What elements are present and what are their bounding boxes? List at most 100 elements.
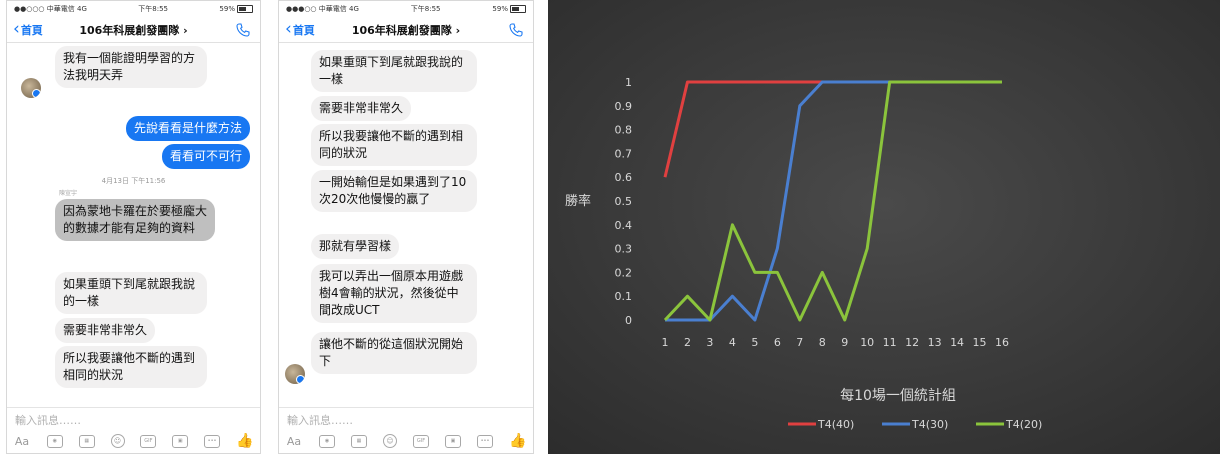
status-bar: ●●○○○ 中華電信 4G 下午8:55 59%: [7, 1, 260, 17]
y-tick-label: 0.4: [615, 219, 633, 232]
phone-call-icon[interactable]: [508, 22, 524, 38]
more-icon[interactable]: •••: [204, 434, 221, 448]
battery-icon: [236, 5, 253, 13]
carrier-text: ●●○○○ 中華電信 4G: [14, 5, 87, 13]
photo-icon[interactable]: ▦: [78, 434, 95, 448]
y-tick-label: 0.8: [615, 124, 633, 137]
message-text: 我有一個能證明學習的方法我明天弄: [55, 46, 207, 88]
message-bubble[interactable]: 所以我要讓他不斷的遇到相同的狀況: [311, 124, 477, 166]
camera-icon[interactable]: ◉: [319, 434, 335, 448]
x-tick-label: 6: [774, 336, 781, 349]
more-icon[interactable]: •••: [477, 434, 493, 448]
back-button[interactable]: ‹ 首頁: [7, 21, 43, 38]
sticker-icon[interactable]: ▣: [445, 434, 461, 448]
message-bubble[interactable]: 需要非常非常久: [311, 96, 412, 121]
clock-text: 下午8:55: [138, 5, 169, 13]
battery-indicator: 59%: [219, 5, 253, 13]
avatar[interactable]: [285, 364, 305, 384]
message-text: 如果重頭下到尾就跟我說的一樣: [55, 272, 207, 314]
like-icon[interactable]: 👍: [509, 433, 527, 449]
message-bubble[interactable]: 那就有學習樣: [311, 234, 400, 259]
message-list[interactable]: 我有一個能證明學習的方法我明天弄 先說看看是什麼方法 看看可不可行 4月13日 …: [7, 44, 260, 405]
y-tick-label: 0.9: [615, 100, 633, 113]
legend-label: T4(30): [911, 418, 948, 431]
message-text: 讓他不斷的從這個狀況開始下: [311, 332, 477, 374]
like-icon[interactable]: 👍: [236, 433, 254, 449]
chat-screenshot-right: ●●●○○ 中華電信 4G 下午8:55 59% ‹ 首頁 106年科展創發團隊…: [278, 0, 534, 454]
x-tick-label: 11: [883, 336, 897, 349]
message-bubble[interactable]: 一開始輸但是如果遇到了10次20次他慢慢的贏了: [311, 170, 477, 212]
message-bubble-outgoing[interactable]: 先說看看是什麼方法: [125, 116, 250, 141]
sender-name: 陳宣宇: [59, 190, 78, 197]
x-tick-label: 1: [662, 336, 669, 349]
battery-text: 59%: [492, 5, 508, 13]
message-text: 如果重頭下到尾就跟我說的一樣: [311, 50, 477, 92]
message-timestamp: 4月13日 下午11:56: [101, 177, 166, 185]
x-tick-label: 15: [973, 336, 987, 349]
chat-title[interactable]: 106年科展創發團隊 ›: [79, 23, 188, 37]
legend-label: T4(40): [817, 418, 854, 431]
message-bubble[interactable]: 所以我要讓他不斷的遇到相同的狀況: [55, 346, 207, 388]
message-text: 需要非常非常久: [55, 318, 156, 343]
y-tick-label: 1: [625, 76, 632, 89]
gif-button[interactable]: GIF: [140, 434, 157, 448]
x-tick-label: 14: [950, 336, 964, 349]
emoji-icon[interactable]: ☺: [383, 434, 397, 448]
x-tick-label: 10: [860, 336, 874, 349]
composer-toolbar: Aa ◉ ▦ ☺ GIF ▣ ••• 👍: [279, 429, 533, 453]
battery-indicator: 59%: [492, 5, 526, 13]
y-tick-label: 0.5: [615, 195, 633, 208]
y-tick-label: 0: [625, 314, 632, 327]
x-tick-label: 13: [928, 336, 942, 349]
x-tick-label: 7: [796, 336, 803, 349]
x-axis-label: 每10場一個統計組: [840, 388, 956, 404]
x-tick-label: 5: [751, 336, 758, 349]
gif-button[interactable]: GIF: [413, 434, 429, 448]
phone-call-icon[interactable]: [235, 22, 251, 38]
avatar[interactable]: [21, 78, 41, 98]
clock-text: 下午8:55: [410, 5, 441, 13]
composer-toolbar: Aa ◉ ▦ ☺ GIF ▣ ••• 👍: [7, 429, 260, 453]
x-tick-label: 16: [995, 336, 1009, 349]
photo-icon[interactable]: ▦: [351, 434, 367, 448]
series-line-t420: [663, 80, 1002, 322]
chat-header: ‹ 首頁 106年科展創發團隊 ›: [7, 17, 260, 43]
message-bubble[interactable]: 讓他不斷的從這個狀況開始下: [311, 332, 477, 374]
message-input[interactable]: 輸入訊息……: [7, 407, 260, 429]
y-tick-label: 0.6: [615, 171, 633, 184]
back-button[interactable]: ‹ 首頁: [279, 21, 315, 38]
text-format-button[interactable]: Aa: [14, 434, 30, 448]
message-bubble[interactable]: 我有一個能證明學習的方法我明天弄: [55, 46, 207, 88]
y-tick-label: 0.2: [615, 266, 633, 279]
message-bubble-selected[interactable]: 因為蒙地卡羅在於要極龐大的數據才能有足夠的資料: [55, 199, 215, 241]
sticker-icon[interactable]: ▣: [172, 434, 189, 448]
message-text: 先說看看是什麼方法: [125, 116, 250, 141]
chat-title[interactable]: 106年科展創發團隊 ›: [351, 23, 461, 37]
message-bubble[interactable]: 如果重頭下到尾就跟我說的一樣: [55, 272, 207, 314]
message-text: 一開始輸但是如果遇到了10次20次他慢慢的贏了: [311, 170, 477, 212]
x-tick-label: 4: [729, 336, 736, 349]
camera-icon[interactable]: ◉: [46, 434, 63, 448]
x-tick-label: 8: [819, 336, 826, 349]
x-tick-label: 12: [905, 336, 919, 349]
y-tick-label: 0.1: [615, 290, 633, 303]
chevron-left-icon: ‹: [285, 19, 292, 39]
message-bubble[interactable]: 我可以弄出一個原本用遊戲樹4會輸的狀況，然後從中間改成UCT: [311, 264, 477, 323]
legend-label: T4(20): [1005, 418, 1042, 431]
message-text: 我可以弄出一個原本用遊戲樹4會輸的狀況，然後從中間改成UCT: [311, 264, 477, 323]
message-bubble[interactable]: 需要非常非常久: [55, 318, 156, 343]
x-tick-label: 2: [684, 336, 691, 349]
message-input[interactable]: 輸入訊息……: [279, 407, 533, 429]
message-list[interactable]: 如果重頭下到尾就跟我說的一樣 需要非常非常久 所以我要讓他不斷的遇到相同的狀況 …: [279, 44, 533, 405]
message-text: 看看可不可行: [161, 144, 250, 169]
text-format-button[interactable]: Aa: [286, 434, 302, 448]
message-bubble-outgoing[interactable]: 看看可不可行: [161, 144, 250, 169]
back-label: 首頁: [292, 23, 315, 37]
message-bubble[interactable]: 如果重頭下到尾就跟我說的一樣: [311, 50, 477, 92]
emoji-icon[interactable]: ☺: [110, 434, 125, 448]
y-tick-label: 0.7: [615, 147, 633, 160]
back-label: 首頁: [20, 23, 43, 37]
carrier-text: ●●●○○ 中華電信 4G: [286, 5, 359, 13]
y-tick-label: 0.3: [615, 243, 633, 256]
